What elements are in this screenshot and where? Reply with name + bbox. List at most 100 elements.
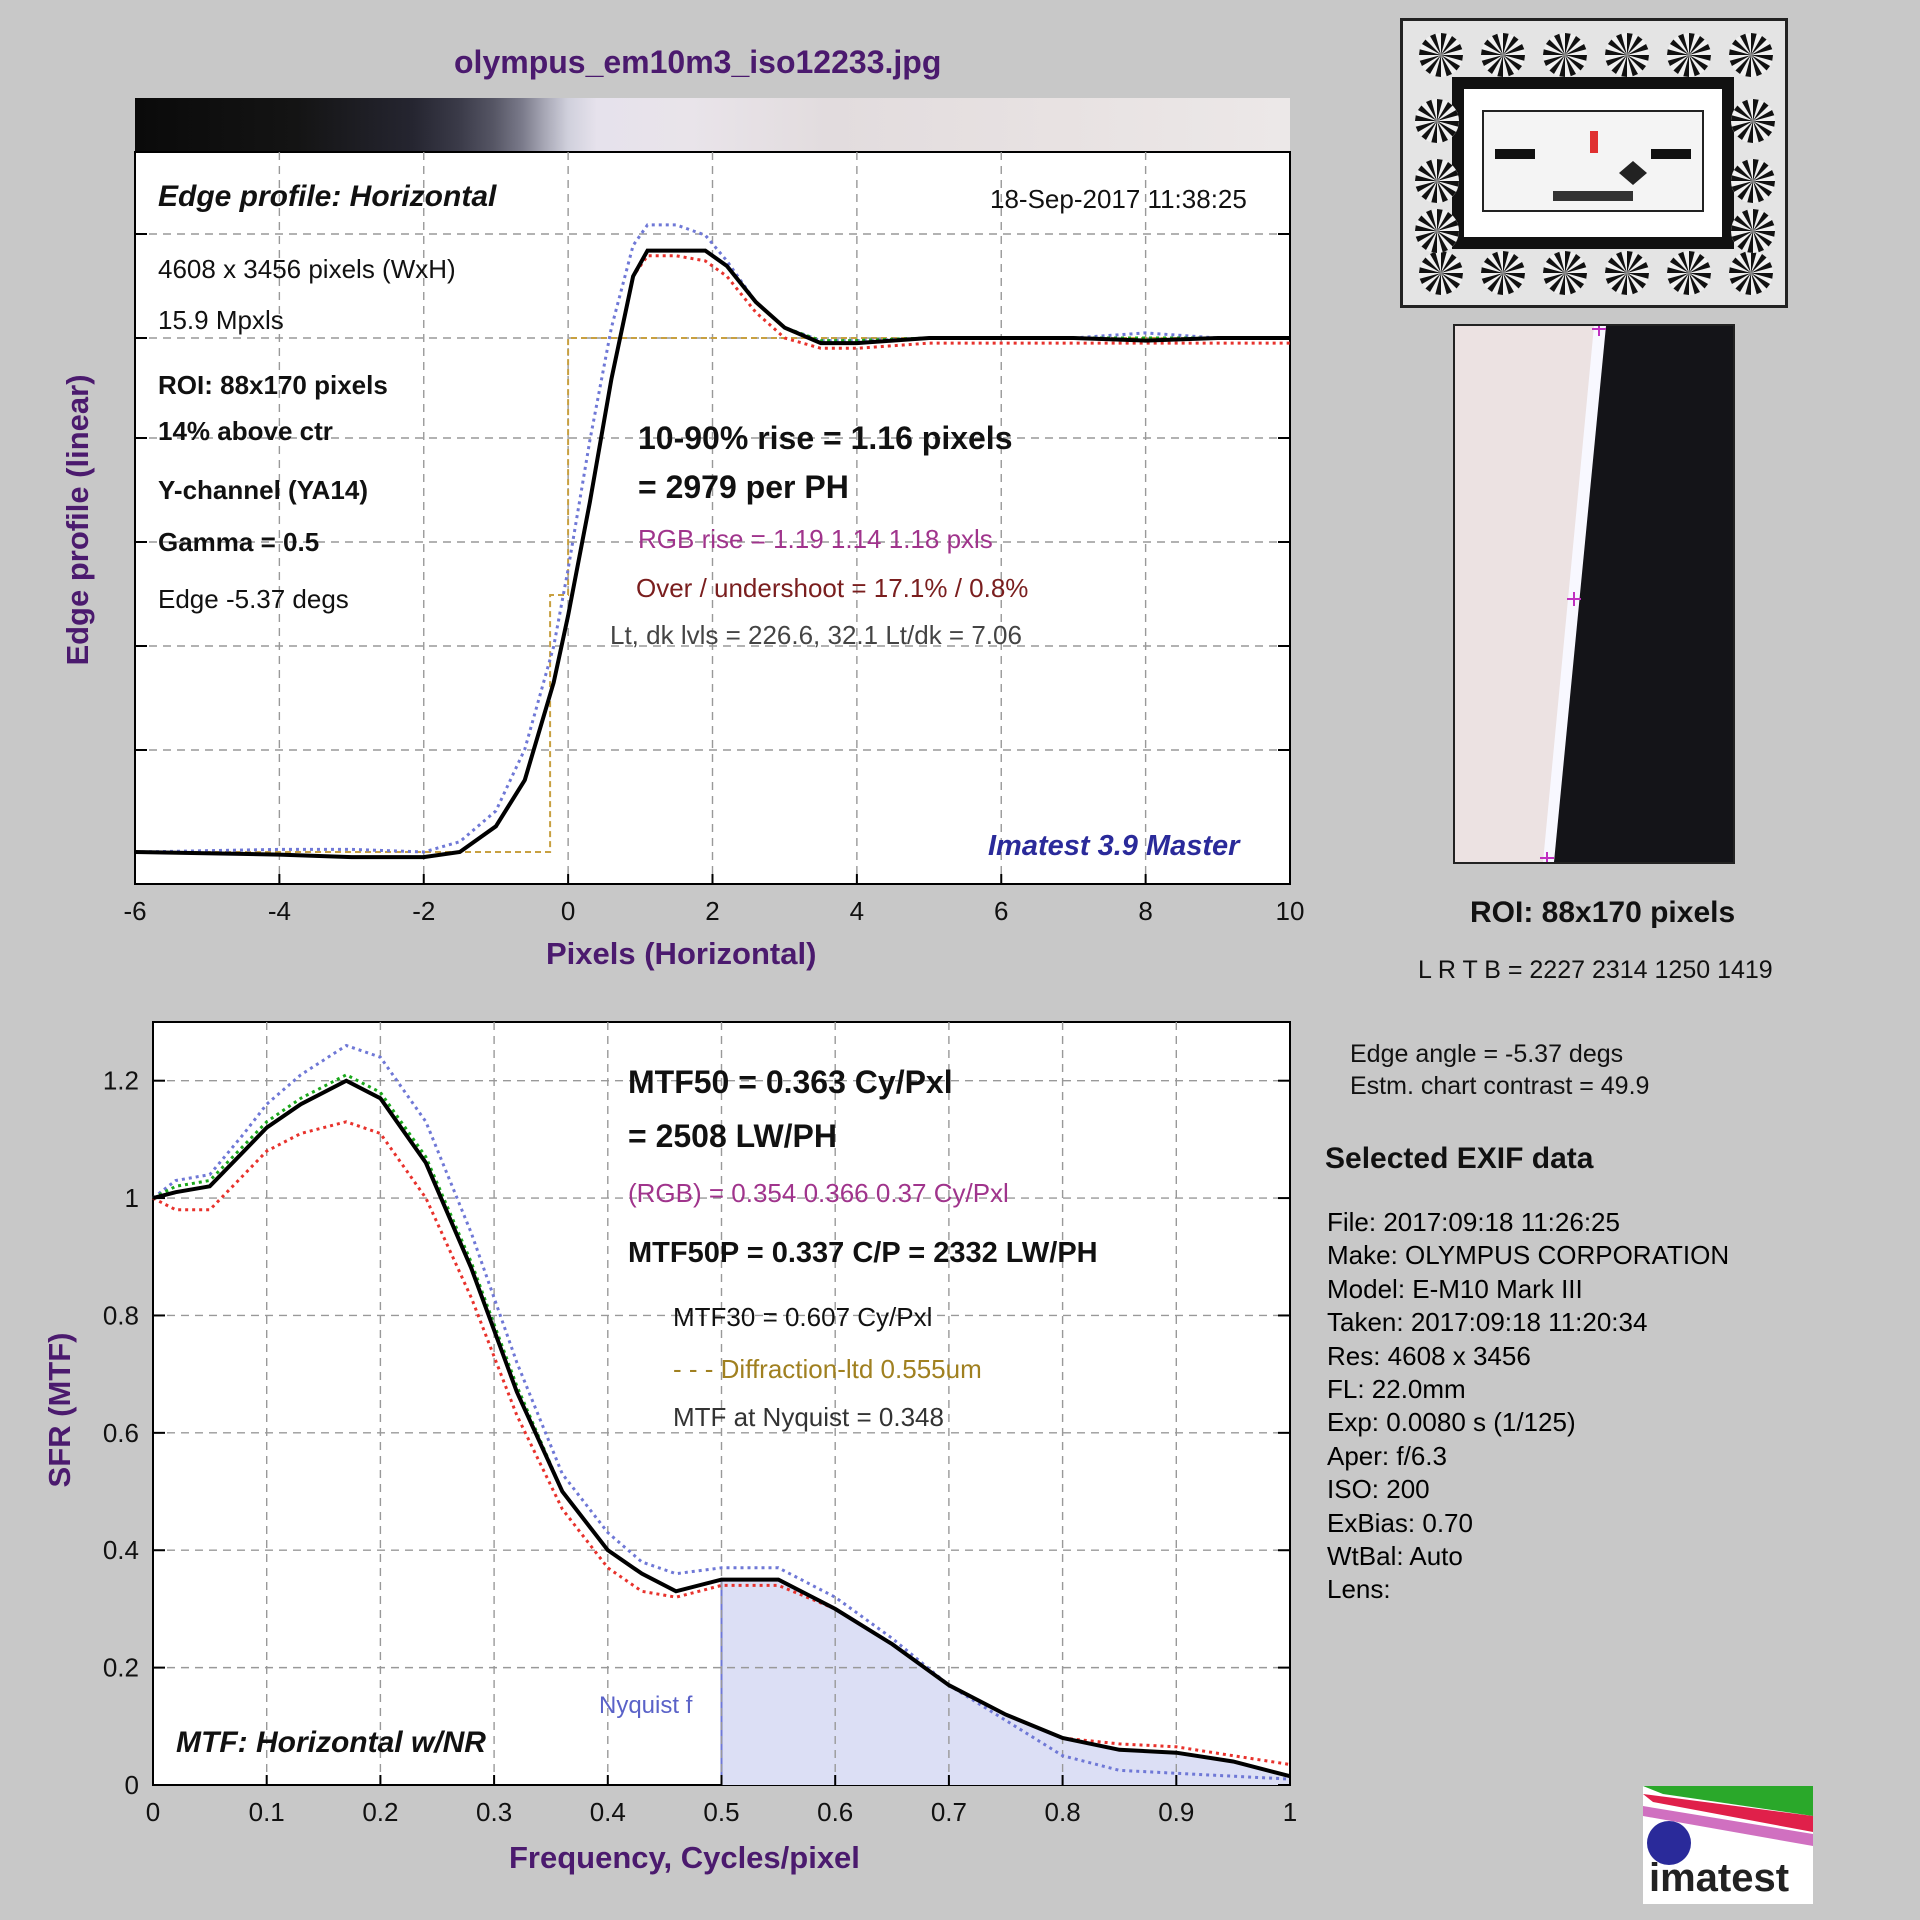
siemens-star-icon: [1667, 251, 1711, 295]
mtf-y-tick-label: 1: [125, 1183, 139, 1213]
mtf-series-g: [152, 1073, 1291, 1778]
mtf-y-tick-label: 0.2: [103, 1653, 139, 1683]
mtf-plot-title: MTF: Horizontal w/NR: [176, 1726, 486, 1759]
mtf-y-tick-label: 1.2: [103, 1066, 139, 1096]
siemens-star-icon: [1667, 33, 1711, 77]
image-dimensions: 4608 x 3456 pixels (WxH): [158, 254, 456, 284]
light-dark-levels: Lt, dk lvls = 226.6, 32.1 Lt/dk = 7.06: [610, 620, 1022, 650]
edge-timestamp: 18-Sep-2017 11:38:25: [990, 184, 1247, 214]
mtf-series-r: [152, 1120, 1291, 1766]
siemens-star-icon: [1415, 209, 1459, 253]
siemens-star-icon: [1481, 251, 1525, 295]
mtf50-value: MTF50 = 0.363 Cy/Pxl: [628, 1064, 953, 1100]
exif-line: Model: E-M10 Mark III: [1327, 1273, 1583, 1304]
mtf-y-tick-label: 0: [125, 1770, 139, 1800]
exif-line: FL: 22.0mm: [1327, 1374, 1466, 1405]
mtf-x-tick-label: 0: [146, 1797, 160, 1827]
mtf-x-tick-label: 0.2: [362, 1797, 398, 1827]
mtf30-value: MTF30 = 0.607 Cy/Pxl: [673, 1302, 933, 1332]
exif-line: File: 2017:09:18 11:26:25: [1327, 1207, 1620, 1237]
mtf-x-tick-label: 1: [1283, 1797, 1297, 1827]
roi-coordinates: L R T B = 2227 2314 1250 1419: [1418, 956, 1773, 984]
grayscale-strip: [135, 98, 1290, 152]
mtf-x-tick-label: 0.6: [817, 1797, 853, 1827]
siemens-star-icon: [1419, 251, 1463, 295]
siemens-star-icon: [1481, 33, 1525, 77]
diffraction-limit: - - - Diffraction-ltd 0.555um: [673, 1354, 982, 1384]
nyquist-shaded-area: [721, 1579, 1290, 1785]
edge-series-y: [134, 248, 1290, 860]
nyquist-label: Nyquist f: [599, 1692, 693, 1719]
mtf-x-tick-label: 0.3: [476, 1797, 512, 1827]
overshoot: Over / undershoot = 17.1% / 0.8%: [636, 573, 1029, 603]
roi-position: 14% above ctr: [158, 416, 333, 446]
edge-x-tick-label: 8: [1138, 896, 1152, 926]
roi-label: ROI: 88x170 pixels: [1470, 896, 1736, 929]
chart-contrast: Estm. chart contrast = 49.9: [1350, 1072, 1650, 1100]
mtf-series-y: [152, 1078, 1291, 1779]
exif-line: Taken: 2017:09:18 11:20:34: [1327, 1307, 1648, 1338]
mtf-series-b: [152, 1043, 1291, 1781]
mtf-x-tick-label: 0.9: [1158, 1797, 1194, 1827]
edge-x-tick-label: -4: [268, 896, 291, 926]
exif-list: File: 2017:09:18 11:26:25 Make: OLYMPUS C…: [1327, 1206, 1729, 1607]
mtf-x-tick-label: 0.8: [1045, 1797, 1081, 1827]
edge-x-tick-label: 0: [561, 896, 575, 926]
exif-line: Aper: f/6.3: [1327, 1440, 1447, 1471]
siemens-star-icon: [1731, 209, 1775, 253]
mtf50-rgb: (RGB) = 0.354 0.366 0.37 Cy/Pxl: [628, 1178, 1009, 1208]
siemens-star-icon: [1419, 33, 1463, 77]
edge-series-ideal: [135, 337, 1290, 853]
siemens-star-icon: [1731, 159, 1775, 203]
exif-line: Exp: 0.0080 s (1/125): [1327, 1407, 1576, 1438]
mtf-y-tick-label: 0.4: [103, 1535, 139, 1565]
edge-x-tick-label: -6: [123, 896, 146, 926]
mtf50p-value: MTF50P = 0.337 C/P = 2332 LW/PH: [628, 1237, 1098, 1269]
edge-x-tick-label: 6: [994, 896, 1008, 926]
edge-x-tick-label: 10: [1276, 896, 1305, 926]
imatest-logo: imatest: [1643, 1786, 1813, 1904]
siemens-star-icon: [1543, 33, 1587, 77]
mtf-x-tick-label: 0.5: [703, 1797, 739, 1827]
exif-heading: Selected EXIF data: [1325, 1142, 1594, 1175]
mtf-x-tick-label: 0.7: [931, 1797, 967, 1827]
siemens-star-icon: [1731, 99, 1775, 143]
gamma: Gamma = 0.5: [158, 527, 320, 557]
roi-size: ROI: 88x170 pixels: [158, 370, 388, 400]
exif-line: ISO: 200: [1327, 1474, 1430, 1505]
logo-circle-icon: [1647, 1821, 1691, 1865]
exif-line: WtBal: Auto: [1327, 1541, 1463, 1572]
roi-crop-image: [1453, 324, 1735, 864]
siemens-star-icon: [1605, 251, 1649, 295]
siemens-star-icon: [1729, 251, 1773, 295]
edge-x-tick-label: 2: [705, 896, 719, 926]
edge-angle-left: Edge -5.37 degs: [158, 584, 349, 614]
rise-value: 10-90% rise = 1.16 pixels: [638, 420, 1013, 456]
mtf50-lwph: = 2508 LW/PH: [628, 1118, 837, 1154]
logo-text: imatest: [1649, 1856, 1790, 1900]
software-version: Imatest 3.9 Master: [988, 830, 1240, 862]
per-ph-value: = 2979 per PH: [638, 469, 849, 505]
edge-y-axis-label: Edge profile (linear): [60, 374, 95, 666]
siemens-star-icon: [1729, 33, 1773, 77]
exif-line: Lens:: [1327, 1574, 1391, 1605]
siemens-star-icon: [1543, 251, 1587, 295]
edge-x-tick-label: 4: [850, 896, 864, 926]
chart-filename: olympus_em10m3_iso12233.jpg: [454, 44, 942, 80]
mtf-y-tick-label: 0.8: [103, 1300, 139, 1330]
mtf-x-tick-label: 0.1: [249, 1797, 285, 1827]
megapixels: 15.9 Mpxls: [158, 305, 284, 335]
exif-line: Make: OLYMPUS CORPORATION: [1327, 1240, 1730, 1271]
channel: Y-channel (YA14): [158, 475, 369, 505]
mtf-x-tick-label: 0.4: [590, 1797, 626, 1827]
exif-line: ExBias: 0.70: [1327, 1507, 1473, 1538]
edge-angle-right: Edge angle = -5.37 degs: [1350, 1040, 1624, 1068]
siemens-star-icon: [1605, 33, 1649, 77]
siemens-star-icon: [1415, 99, 1459, 143]
test-chart-thumbnail: [1400, 18, 1788, 308]
mtf-x-axis-label: Frequency, Cycles/pixel: [509, 1840, 860, 1875]
edge-plot-title: Edge profile: Horizontal: [158, 180, 497, 213]
siemens-star-icon: [1415, 159, 1459, 203]
edge-x-axis-label: Pixels (Horizontal): [546, 936, 817, 971]
